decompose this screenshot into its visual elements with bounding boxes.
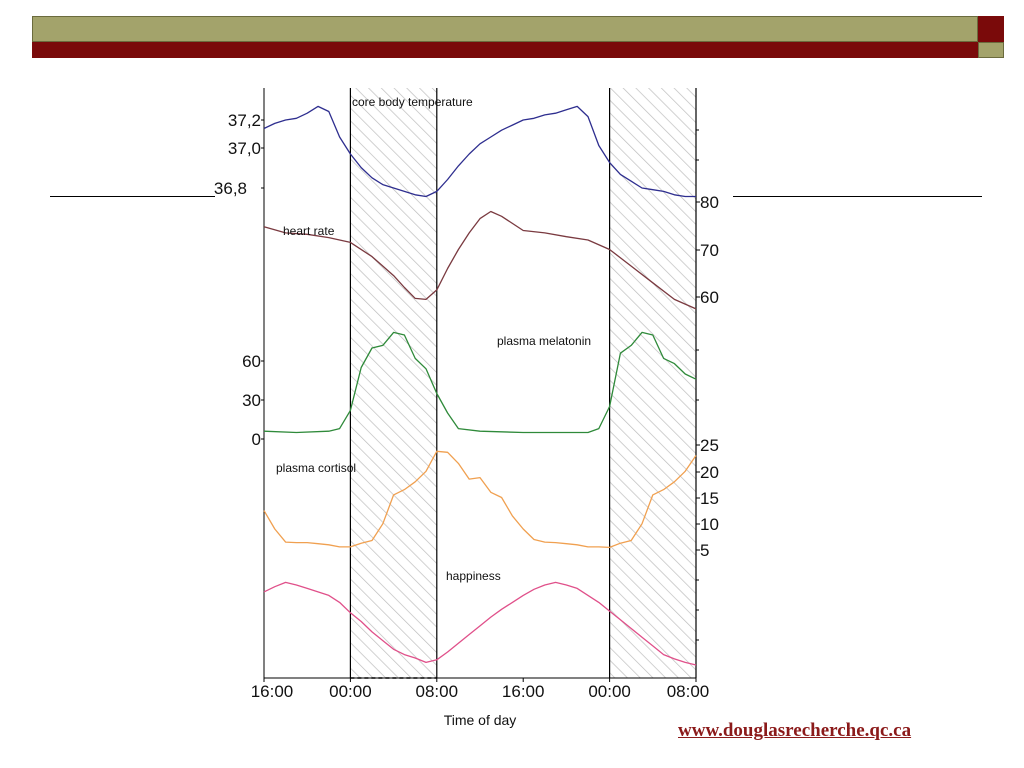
series-line-plasma-cortisol <box>263 450 697 549</box>
series-line-heart-rate <box>263 210 697 310</box>
series-line-plasma-melatonin <box>263 331 697 434</box>
night-band-1 <box>350 88 437 678</box>
left-tick-label: 0 <box>252 430 261 449</box>
left-tick-label: 37,0 <box>228 139 261 158</box>
series-label-happiness: happiness <box>446 569 501 583</box>
banner-red-bar <box>32 42 978 58</box>
series-lines <box>263 105 697 666</box>
right-tick-label: 80 <box>700 193 719 212</box>
left-tick-label: 37,2 <box>228 111 261 130</box>
night-shading <box>350 88 696 678</box>
banner-olive-bar <box>32 16 978 42</box>
series-label-plasma-cortisol: plasma cortisol <box>276 461 356 475</box>
x-tick-label: 16:00 <box>251 682 294 701</box>
right-tick-label: 10 <box>700 515 719 534</box>
labels: core body temperature heart rate plasma me… <box>276 95 591 583</box>
series-label-core-body-temperature: core body temperature <box>352 95 473 109</box>
title-banner <box>32 16 1004 58</box>
x-axis-title: Time of day <box>444 712 517 728</box>
axes: 37,2 37,0 36,8 60 30 0 80 70 60 25 20 15 10 5 16:00 00:… <box>214 111 719 728</box>
x-tick-label: 08:00 <box>667 682 710 701</box>
banner-olive-square <box>978 42 1004 58</box>
right-tick-label: 20 <box>700 463 719 482</box>
left-tick-label: 30 <box>242 391 261 410</box>
x-tick-label: 16:00 <box>502 682 545 701</box>
right-tick-label: 25 <box>700 436 719 455</box>
right-tick-label: 5 <box>700 541 709 560</box>
series-label-plasma-melatonin: plasma melatonin <box>497 334 591 348</box>
source-link[interactable]: www.douglasrecherche.qc.ca <box>678 720 912 741</box>
night-band-2 <box>609 88 696 678</box>
x-tick-label: 00:00 <box>588 682 631 701</box>
left-tick-label: 60 <box>242 352 261 371</box>
left-tick-label: 36,8 <box>214 179 247 198</box>
banner-red-square <box>978 16 1004 42</box>
series-line-happiness <box>263 581 697 666</box>
x-tick-label: 08:00 <box>416 682 459 701</box>
series-line-core-body-temperature <box>263 105 696 198</box>
divider-left <box>50 196 215 197</box>
divider-right <box>733 196 982 197</box>
right-tick-label: 60 <box>700 288 719 307</box>
right-tick-label: 15 <box>700 489 719 508</box>
x-tick-label: 00:00 <box>329 682 372 701</box>
series-label-heart-rate: heart rate <box>283 224 335 238</box>
right-tick-label: 70 <box>700 241 719 260</box>
